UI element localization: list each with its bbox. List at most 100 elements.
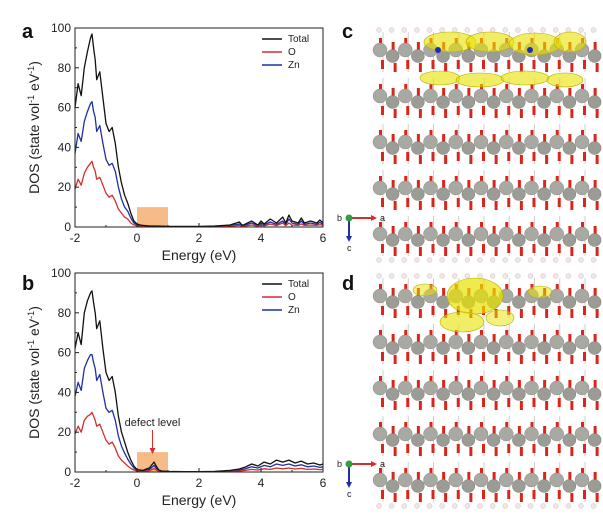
oxygen-atom xyxy=(442,380,446,389)
zinc-atom xyxy=(448,472,463,488)
zinc-atom xyxy=(398,380,413,396)
oxygen-atom xyxy=(507,490,511,499)
zinc-atom xyxy=(562,341,577,355)
oxygen-atom xyxy=(583,306,586,315)
hydrogen-atom xyxy=(540,257,546,263)
oxygen-atom xyxy=(519,309,523,318)
series-line-zn xyxy=(74,100,324,228)
oxygen-atom xyxy=(442,334,446,343)
zinc-atom xyxy=(461,187,476,201)
density-isosurface xyxy=(465,31,515,53)
oxygen-atom xyxy=(583,352,586,361)
hydrogen-atom xyxy=(414,503,420,509)
y-axis-label: DOS (state vol-1 eV-1) xyxy=(26,306,42,439)
oxygen-atom xyxy=(595,63,599,72)
hydrogen-atom xyxy=(553,503,559,509)
oxygen-atom xyxy=(581,330,584,339)
zinc-atom xyxy=(562,141,577,155)
oxygen-atom xyxy=(431,60,435,69)
hydrogen-atom xyxy=(565,503,572,509)
zinc-atom xyxy=(574,288,590,304)
oxygen-atom xyxy=(467,180,471,189)
zinc-atom xyxy=(486,433,501,447)
oxygen-atom xyxy=(517,334,521,343)
oxygen-atom xyxy=(543,426,547,435)
zinc-atom xyxy=(461,341,476,355)
oxygen-atom xyxy=(581,376,584,385)
oxygen-atom xyxy=(482,198,485,207)
oxygen-atom xyxy=(570,309,574,318)
zinc-atom xyxy=(411,387,425,401)
hydrogen-atom xyxy=(439,257,445,263)
oxygen-atom xyxy=(505,176,509,185)
zinc-atom xyxy=(524,226,539,242)
oxygen-atom xyxy=(570,63,574,72)
oxygen-atom xyxy=(442,180,446,189)
oxygen-atom xyxy=(543,334,547,343)
zinc-atom xyxy=(486,479,501,493)
oxygen-atom xyxy=(418,493,422,502)
oxygen-atom xyxy=(391,288,395,297)
zinc-atom xyxy=(537,141,551,155)
zinc-atom xyxy=(372,226,388,242)
zinc-atom xyxy=(524,334,539,350)
hydrogen-atom xyxy=(590,27,597,33)
hydrogen-atom xyxy=(414,27,420,33)
oxygen-atom xyxy=(467,334,471,343)
oxygen-atom xyxy=(519,201,523,210)
oxygen-atom xyxy=(391,134,395,143)
series-line-total xyxy=(74,290,324,473)
zinc-atom xyxy=(587,341,602,355)
oxygen-atom xyxy=(568,88,572,97)
zinc-atom xyxy=(537,187,551,201)
oxygen-atom xyxy=(595,247,599,256)
y-axis-label-part: DOS (state vol xyxy=(26,103,42,194)
x-tick-label: 6 xyxy=(320,476,327,490)
oxygen-atom xyxy=(391,88,395,97)
x-tick-label: 0 xyxy=(134,231,141,245)
oxygen-atom xyxy=(442,288,446,297)
oxygen-atom xyxy=(519,109,523,118)
highlight-region xyxy=(137,452,168,472)
zinc-atom xyxy=(372,380,388,396)
zinc-atom xyxy=(587,49,602,63)
oxygen-atom xyxy=(467,426,471,435)
oxygen-atom xyxy=(505,376,509,385)
crystal-structure-c: c b a c xyxy=(337,21,602,263)
oxygen-atom xyxy=(583,198,586,207)
zinc-atom xyxy=(587,433,602,447)
oxygen-atom xyxy=(532,398,536,407)
oxygen-atom xyxy=(492,334,496,343)
zinc-atom xyxy=(473,88,489,104)
oxygen-atom xyxy=(568,472,572,481)
zinc-atom xyxy=(461,233,476,247)
panel-label-b: b xyxy=(22,273,34,295)
oxygen-atom xyxy=(570,447,574,456)
zinc-atom xyxy=(411,187,425,201)
oxygen-atom xyxy=(530,176,534,185)
oxygen-atom xyxy=(416,42,420,51)
panel-label-c: c xyxy=(342,21,353,43)
oxygen-atom xyxy=(595,309,599,318)
zinc-atom xyxy=(473,134,489,150)
oxygen-atom xyxy=(543,88,547,97)
oxygen-atom xyxy=(456,152,460,161)
oxygen-atom xyxy=(555,330,559,339)
oxygen-atom xyxy=(381,152,384,161)
oxygen-atom xyxy=(494,63,498,72)
hydrogen-atom xyxy=(590,273,597,279)
series-line-o xyxy=(74,411,324,473)
zinc-atom xyxy=(385,341,400,355)
oxygen-atom xyxy=(494,201,498,210)
y-axis-label: DOS (state vol-1 eV-1) xyxy=(26,61,42,194)
zinc-atom xyxy=(473,472,489,488)
oxygen-atom xyxy=(557,306,561,315)
hydrogen-atom xyxy=(388,503,395,509)
oxygen-atom xyxy=(494,493,498,502)
zinc-atom xyxy=(372,42,388,58)
oxygen-atom xyxy=(505,422,509,431)
c-axis-label: c xyxy=(347,243,352,253)
hydrogen-atom xyxy=(464,273,471,279)
